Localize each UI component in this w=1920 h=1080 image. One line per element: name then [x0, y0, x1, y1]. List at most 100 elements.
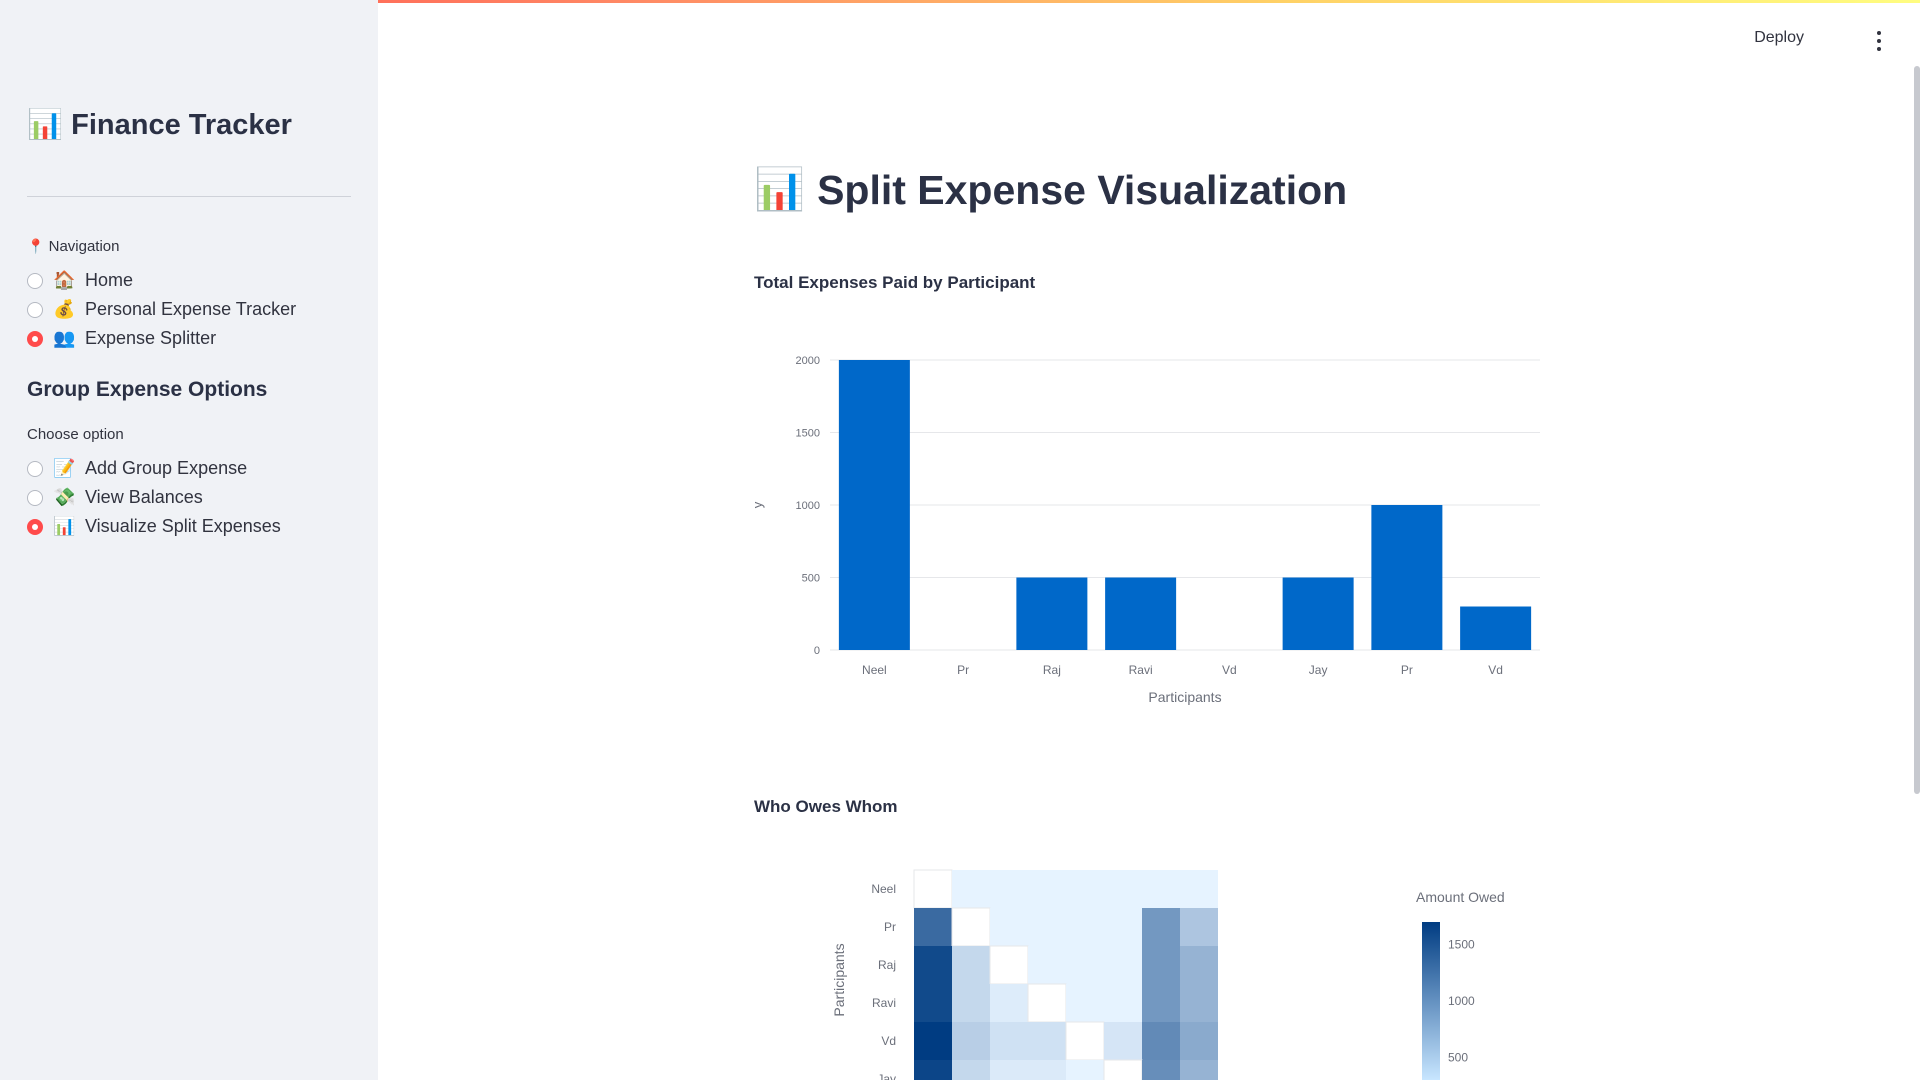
radio-circle[interactable] [27, 301, 43, 318]
option-label-add-group-expense: Add Group Expense [85, 458, 248, 478]
bar-chart-icon: 📊 [27, 109, 64, 141]
heatmap-cell[interactable] [914, 1022, 952, 1060]
heatmap-cell[interactable] [952, 1060, 990, 1080]
heatmap-cell[interactable] [1027, 983, 1067, 1023]
main-area: Deploy [378, 0, 1920, 1080]
y-tick-label: 0 [814, 645, 820, 657]
bar-chart-icon: 📊 [754, 166, 806, 212]
heatmap-cell[interactable] [1180, 946, 1218, 984]
heatmap-cell[interactable] [1066, 1060, 1104, 1080]
option-label-visualize-split-expenses: Visualize Split Expenses [85, 516, 281, 536]
heatmap-cell[interactable] [990, 870, 1028, 908]
deploy-button[interactable]: Deploy [1754, 29, 1804, 46]
nav-radio-expense-splitter[interactable]: 👥 Expense Splitter [27, 328, 216, 349]
heatmap-row-label: Ravi [872, 996, 896, 1010]
heatmap-cell[interactable] [1028, 1022, 1066, 1060]
heatmap-cell[interactable] [914, 1060, 952, 1080]
heatmap-cell[interactable] [1142, 870, 1180, 908]
heatmap-cell[interactable] [1028, 1060, 1066, 1080]
heatmap-cell[interactable] [952, 946, 990, 984]
x-tick-label: Ravi [1129, 663, 1153, 677]
heatmap-cell[interactable] [1180, 908, 1218, 946]
heatmap-cell[interactable] [1142, 984, 1180, 1022]
radio-circle[interactable] [27, 489, 43, 506]
page-title-text: Split Expense Visualization [817, 166, 1348, 213]
radio-circle-selected[interactable] [27, 330, 43, 347]
heatmap-cell[interactable] [990, 1022, 1028, 1060]
heatmap-cell[interactable] [1104, 870, 1142, 908]
heatmap-cell[interactable] [1066, 946, 1104, 984]
heatmap-cell[interactable] [1028, 908, 1066, 946]
radio-circle[interactable] [27, 460, 43, 477]
heatmap-cell[interactable] [914, 946, 952, 984]
heatmap-y-axis-label: Participants [831, 943, 847, 1016]
heatmap-cell[interactable] [1066, 984, 1104, 1022]
heatmap-cell[interactable] [914, 908, 952, 946]
heatmap-cell[interactable] [990, 1060, 1028, 1080]
heatmap-cell[interactable] [1028, 870, 1066, 908]
group-expense-options-heading: Group Expense Options [27, 378, 268, 401]
nav-radio-personal-expense-tracker[interactable]: 💰 Personal Expense Tracker [27, 299, 296, 320]
heatmap-cell[interactable] [1104, 984, 1142, 1022]
heatmap-cell[interactable] [1180, 1060, 1218, 1080]
y-tick-label: 2000 [796, 355, 820, 367]
option-radio-view-balances[interactable]: 💸 View Balances [27, 487, 203, 508]
heatmap-cell[interactable] [1142, 1022, 1180, 1060]
heatmap-cell[interactable] [1104, 946, 1142, 984]
bar-chart-title: Total Expenses Paid by Participant [754, 273, 1036, 292]
heatmap-cell[interactable] [951, 907, 991, 947]
heatmap-cell[interactable] [1103, 1059, 1143, 1080]
x-tick-label: Vd [1488, 663, 1503, 677]
people-icon: 👥 [53, 328, 76, 348]
radio-circle[interactable] [27, 272, 43, 289]
scrollbar[interactable] [1914, 66, 1920, 794]
heatmap-cell[interactable] [1104, 908, 1142, 946]
heatmap-row-label: Vd [881, 1034, 896, 1048]
heatmap-cell[interactable] [1066, 908, 1104, 946]
option-radio-visualize-split-expenses[interactable]: 📊 Visualize Split Expenses [27, 516, 281, 537]
heatmap-cell[interactable] [1104, 1022, 1142, 1060]
heatmap-title: Who Owes Whom [754, 797, 898, 816]
bar[interactable] [1105, 577, 1177, 651]
heatmap-cell[interactable] [1028, 946, 1066, 984]
heatmap-cell[interactable] [952, 984, 990, 1022]
heatmap-cell[interactable] [1180, 1022, 1218, 1060]
heatmap-cell[interactable] [1180, 870, 1218, 908]
nav-label-expense-splitter: Expense Splitter [85, 328, 217, 348]
heatmap-row-label: Neel [871, 882, 896, 896]
heatmap-cell[interactable] [1142, 908, 1180, 946]
heatmap-cell[interactable] [1142, 946, 1180, 984]
heatmap-cell[interactable] [990, 908, 1028, 946]
heatmap-cell[interactable] [913, 869, 953, 909]
bar[interactable] [1016, 577, 1088, 651]
pin-icon: 📍 [27, 238, 45, 254]
heatmap-cell[interactable] [989, 945, 1029, 985]
bar-chart-icon: 📊 [53, 516, 76, 536]
heatmap-cell[interactable] [990, 984, 1028, 1022]
nav-label-home: Home [85, 270, 134, 290]
x-tick-label: Raj [1043, 663, 1061, 677]
memo-icon: 📝 [53, 458, 76, 478]
bar[interactable] [1460, 606, 1532, 651]
bar[interactable] [1282, 577, 1354, 651]
x-tick-label: Neel [862, 663, 887, 677]
bar[interactable] [838, 360, 910, 650]
nav-radio-home[interactable]: 🏠 Home [27, 270, 133, 291]
heatmap-cell[interactable] [1065, 1021, 1105, 1061]
heatmap-cell[interactable] [1180, 984, 1218, 1022]
option-radio-add-group-expense[interactable]: 📝 Add Group Expense [27, 458, 247, 479]
heatmap-chart: Neel Pr Raj Ravi Vd Jay Participants Amount Owe… [831, 869, 1505, 1080]
radio-circle-selected[interactable] [27, 518, 43, 535]
main-menu-icon[interactable] [1876, 31, 1882, 51]
money-wings-icon: 💸 [53, 487, 76, 507]
top-accent-bar [0, 0, 1920, 3]
heatmap-cell[interactable] [914, 984, 952, 1022]
heatmap-cell[interactable] [1066, 870, 1104, 908]
heatmap-cell[interactable] [952, 1022, 990, 1060]
heatmap-cell[interactable] [952, 870, 990, 908]
money-bag-icon: 💰 [53, 299, 76, 319]
bar[interactable] [1371, 505, 1443, 650]
heatmap-cell[interactable] [1142, 1060, 1180, 1080]
heatmap-row-label: Jay [877, 1072, 896, 1080]
colorbar [1422, 922, 1440, 1080]
